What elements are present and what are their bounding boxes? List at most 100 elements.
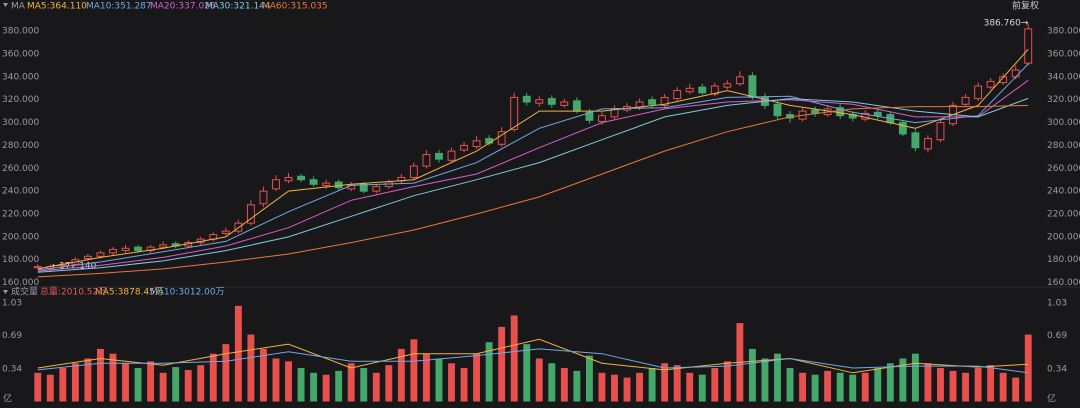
candle-body: [748, 75, 757, 98]
candle-body: [598, 115, 606, 122]
volume-bar: [460, 368, 468, 402]
y-tick-label: 380.000: [1047, 27, 1080, 37]
volume-bar: [34, 372, 42, 402]
volume-bar: [560, 368, 568, 402]
y-tick-label: 0.34: [2, 364, 22, 374]
volume-bar: [46, 374, 54, 402]
candle-body: [472, 140, 481, 148]
volume-bar: [473, 353, 481, 402]
collapse-icon[interactable]: [3, 3, 8, 7]
candle-body: [961, 96, 970, 105]
candle-body: [447, 150, 456, 161]
volume-bar: [84, 358, 92, 402]
volume-bar: [811, 374, 819, 402]
y-tick-label: 300.000: [1047, 118, 1080, 128]
volume-bar: [648, 368, 656, 402]
candle-body: [485, 138, 494, 144]
volume-bar: [222, 344, 230, 402]
y-tick-label: 220.000: [2, 210, 39, 220]
candle-body: [572, 100, 581, 112]
y-tick-label: 220.000: [1047, 210, 1080, 220]
y-tick-label: 280.000: [1047, 141, 1080, 151]
volume-bar: [723, 361, 731, 402]
candle-body: [334, 181, 343, 189]
candle-body: [560, 101, 569, 106]
volume-bar: [774, 353, 781, 402]
candle-body: [359, 183, 368, 192]
candle-body: [246, 204, 255, 224]
volume-bar: [410, 339, 418, 402]
candle-body: [723, 83, 732, 88]
y-tick-label: 180.000: [1047, 255, 1080, 265]
volume-bar: [748, 348, 756, 402]
candle-body: [372, 186, 381, 192]
volume-bar: [59, 368, 67, 402]
candle-body: [547, 98, 556, 105]
candle-body: [986, 80, 995, 88]
candle-body: [297, 175, 306, 181]
y-tick-label: 260.000: [2, 164, 39, 174]
volume-bar: [297, 368, 305, 402]
annotation: ←172.140: [52, 262, 97, 272]
candle-body: [898, 122, 907, 135]
candle-body: [422, 154, 431, 167]
ma-line: [37, 63, 1029, 271]
volume-bar: [661, 363, 669, 402]
y-tick-label: 240.000: [1047, 187, 1080, 197]
candle-body: [773, 103, 782, 117]
candle-body: [836, 107, 845, 117]
y-tick-label: 320.000: [2, 95, 39, 105]
candle-body: [974, 85, 983, 100]
collapse-icon[interactable]: [3, 290, 8, 294]
volume-bar: [435, 358, 443, 402]
candle-body: [698, 86, 707, 94]
volume-bar: [886, 363, 894, 402]
volume-bar: [498, 326, 506, 402]
candle-body: [33, 266, 42, 269]
volume-bar: [285, 361, 292, 402]
volume-bar: [849, 374, 857, 402]
candle-body: [873, 111, 882, 117]
volume-bar: [987, 365, 995, 402]
volume-bar: [949, 370, 957, 402]
y-tick-label: 0.34: [1047, 364, 1067, 374]
volume-bar: [1012, 377, 1020, 402]
y-tick-label: 1.03: [2, 299, 22, 309]
volume-bar: [786, 368, 794, 402]
volume-bar: [911, 353, 919, 402]
adjust-label[interactable]: 前复权: [1012, 0, 1039, 12]
volume-bar: [485, 342, 493, 402]
candle-body: [648, 99, 657, 105]
candle-body: [259, 190, 268, 205]
panel-title: 成交量: [11, 286, 38, 298]
ma-line: [37, 97, 1029, 273]
ma-line: [37, 338, 1029, 374]
candle-body: [309, 179, 318, 185]
unit-label: 亿: [3, 393, 12, 405]
volume-bar: [535, 358, 543, 402]
y-tick-label: 180.000: [2, 255, 39, 265]
volume-bar: [711, 368, 719, 402]
candle-body: [911, 132, 920, 149]
candle-body: [923, 138, 932, 150]
candle-body: [272, 179, 280, 190]
volume-bar: [109, 353, 117, 402]
candle-body: [497, 131, 506, 145]
volume-bar: [623, 377, 631, 402]
candle-body: [435, 152, 443, 160]
volume-bar: [974, 368, 982, 402]
volume-bar: [598, 372, 606, 402]
volume-bar: [184, 369, 192, 402]
y-tick-label: 280.000: [2, 141, 39, 151]
volume-bar: [422, 353, 430, 402]
legend-entry: MA10:3012.00万: [150, 288, 225, 298]
volume-bar: [611, 374, 618, 402]
volume-bar: [448, 363, 455, 402]
volume-bar: [247, 334, 255, 402]
annotation: 386.760→: [984, 19, 1029, 29]
candle-body: [284, 176, 293, 182]
candle-body: [660, 96, 669, 106]
y-tick-label: 200.000: [2, 232, 39, 242]
volume-bar: [310, 372, 318, 402]
